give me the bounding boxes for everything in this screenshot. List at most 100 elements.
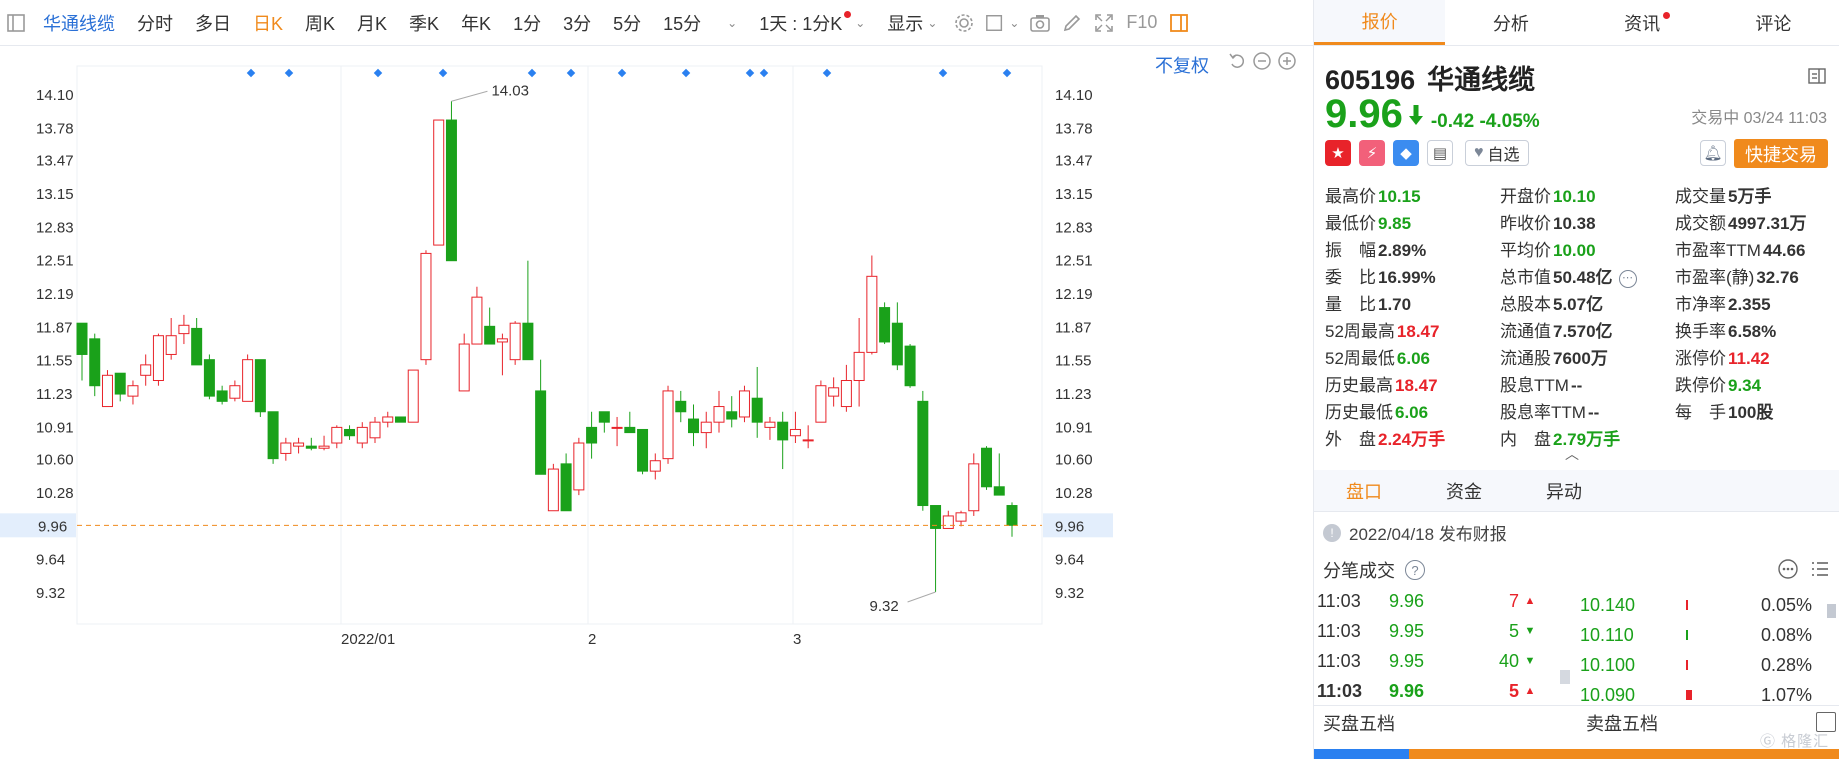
tag-icon[interactable]: ◆ — [1393, 140, 1419, 166]
chart-toolbar: 华通线缆 分时 多日 日K 周K 月K 季K 年K 1分 3分 5分 15分 ⌄ 1天 : 1分K … — [0, 0, 1313, 46]
quick-trade-button[interactable]: 快捷交易 — [1734, 139, 1828, 168]
f10-button[interactable]: F10 — [1126, 12, 1158, 32]
stat-cell: 委 比 16.99% — [1325, 263, 1500, 288]
candle-body — [598, 411, 610, 423]
stat-value: 9.85 — [1378, 214, 1412, 233]
event-marker-icon — [438, 68, 448, 78]
help-icon[interactable]: ? — [1405, 560, 1425, 580]
zoom-out-icon[interactable] — [1252, 51, 1272, 71]
stat-value: 4997.31万 — [1728, 214, 1807, 233]
period-tab[interactable]: 5分 — [613, 13, 642, 34]
stats-row: 外 盘 2.24万手内 盘 2.79万手 — [1325, 424, 1830, 451]
undo-icon[interactable] — [1227, 51, 1247, 71]
display-dropdown[interactable]: 显示 ⌄ — [876, 0, 948, 46]
period-tab[interactable]: 周K — [305, 13, 336, 34]
info-icon: ! — [1323, 523, 1341, 542]
tab-news[interactable]: 资讯 — [1577, 0, 1708, 45]
candle-body — [700, 421, 712, 434]
tab-comments[interactable]: 评论 — [1755, 13, 1792, 34]
stat-value: 2.89% — [1378, 241, 1427, 260]
notes-icon[interactable]: ▤ — [1427, 140, 1453, 166]
layout-icon[interactable] — [0, 0, 32, 46]
stat-label: 每 手 — [1675, 403, 1726, 422]
stat-cell: 市盈率(静) 32.76 — [1675, 263, 1830, 288]
y-tick-label-right: 10.28 — [1055, 485, 1093, 502]
candle-body — [229, 385, 241, 399]
period-more-dropdown[interactable]: ⌄ — [712, 0, 748, 46]
kline-svg[interactable]: 14.10 14.10 13.78 13.78 13.47 13.47 13.15 13.15… — [0, 46, 1313, 759]
stat-cell: 52周最低 6.06 — [1325, 344, 1500, 369]
menu-icon[interactable] — [1807, 66, 1827, 86]
candle-body — [840, 380, 852, 408]
stock-name-link[interactable]: 华通线缆 — [43, 13, 115, 34]
indicator-box-dropdown[interactable]: ⌄ — [980, 0, 1024, 46]
distribution-price: 10.110 — [1580, 624, 1634, 645]
order-book-header: 买盘五档 卖盘五档 — [1314, 705, 1839, 739]
ticks-tools — [1777, 558, 1831, 580]
y-tick-label-left: 9.32 — [36, 585, 65, 602]
pen-icon[interactable] — [1056, 0, 1088, 46]
alert-bell-button[interactable]: 🔔︎ — [1700, 140, 1726, 166]
period-tab[interactable]: 月K — [357, 13, 388, 34]
side-panel-icon[interactable] — [1163, 0, 1195, 46]
earnings-notice[interactable]: ! 2022/04/18 发布财报 — [1323, 520, 1507, 545]
candle-body — [789, 428, 801, 437]
stat-value: 5.07亿 — [1553, 295, 1604, 314]
stat-value: 100股 — [1728, 403, 1774, 422]
period-tab[interactable]: 分时 — [137, 13, 173, 34]
fullscreen-icon[interactable] — [1088, 0, 1120, 46]
candle-body — [675, 400, 687, 413]
settings-icon[interactable] — [948, 0, 980, 46]
stat-label: 换手率 — [1675, 322, 1726, 341]
subtab-movements[interactable]: 异动 — [1546, 481, 1582, 502]
list-icon[interactable] — [1809, 558, 1831, 580]
x-tick-label: 2022/01 — [341, 631, 395, 648]
subtab-orderbook[interactable]: 盘口 — [1346, 481, 1382, 502]
depth-scrollbar[interactable] — [1827, 604, 1836, 618]
tab-quote[interactable]: 报价 — [1314, 0, 1446, 45]
distribution-bar — [1686, 660, 1746, 670]
tick-list: 11:03 9.96 7 ▲ 11:03 9.95 5 ▼ 11:03 9.95 40 ▼ 11:03 9… — [1317, 586, 1542, 706]
distribution-row: 10.100 0.28% — [1580, 650, 1820, 680]
multi-period-selector[interactable]: 1天 : 1分K ⌄ — [748, 0, 876, 46]
collapse-icon[interactable] — [1816, 712, 1836, 732]
candle-body — [445, 119, 457, 262]
period-tab[interactable]: 15分 — [663, 13, 702, 34]
period-tab[interactable]: 1分 — [513, 13, 542, 34]
period-tab[interactable]: 年K — [461, 13, 492, 34]
triangle-up-icon: ▲ — [1524, 685, 1536, 697]
more-info-icon[interactable]: ⋯ — [1618, 269, 1637, 288]
y-tick-label-right: 11.87 — [1055, 319, 1091, 336]
kline-chart[interactable]: 14.10 14.10 13.78 13.78 13.47 13.47 13.15 13.15… — [0, 46, 1313, 759]
tick-scrollbar[interactable] — [1560, 670, 1570, 684]
subtab-capital[interactable]: 资金 — [1446, 481, 1482, 502]
china-flag-icon[interactable]: ★ — [1325, 140, 1351, 166]
camera-icon[interactable] — [1024, 0, 1056, 46]
candle-body — [89, 338, 101, 387]
candle-body — [688, 418, 700, 434]
period-tab[interactable]: 3分 — [563, 13, 592, 34]
add-watchlist-button[interactable]: ♥ 自选 — [1465, 140, 1529, 166]
period-tab[interactable]: 日K — [253, 13, 284, 34]
more-icon[interactable] — [1777, 558, 1799, 580]
candle-body — [127, 385, 139, 397]
period-tab[interactable]: 季K — [409, 13, 440, 34]
adjust-mode-button[interactable]: 不复权 — [1155, 56, 1209, 76]
stat-label: 总市值 — [1500, 268, 1551, 287]
zoom-in-icon[interactable] — [1277, 51, 1297, 71]
stat-label: 总股本 — [1500, 295, 1551, 314]
stock-code: 605196 — [1325, 65, 1416, 95]
arrow-down-icon — [1408, 105, 1423, 125]
expand-arrow-icon[interactable]: ︿ — [1565, 446, 1579, 462]
lightning-icon[interactable]: ⚡ — [1359, 140, 1385, 166]
stat-value: -- — [1587, 403, 1600, 422]
candle-body — [522, 322, 534, 361]
tab-analysis[interactable]: 分析 — [1492, 13, 1529, 34]
period-tab[interactable]: 多日 — [195, 13, 231, 34]
candle-body — [254, 359, 266, 413]
stat-label: 开盘价 — [1500, 187, 1551, 206]
display-label: 显示 — [887, 13, 924, 34]
y-tick-label-right: 12.51 — [1055, 253, 1093, 270]
y-tick-label-left: 10.28 — [36, 485, 74, 502]
current-price-label-left: 9.96 — [38, 518, 67, 535]
